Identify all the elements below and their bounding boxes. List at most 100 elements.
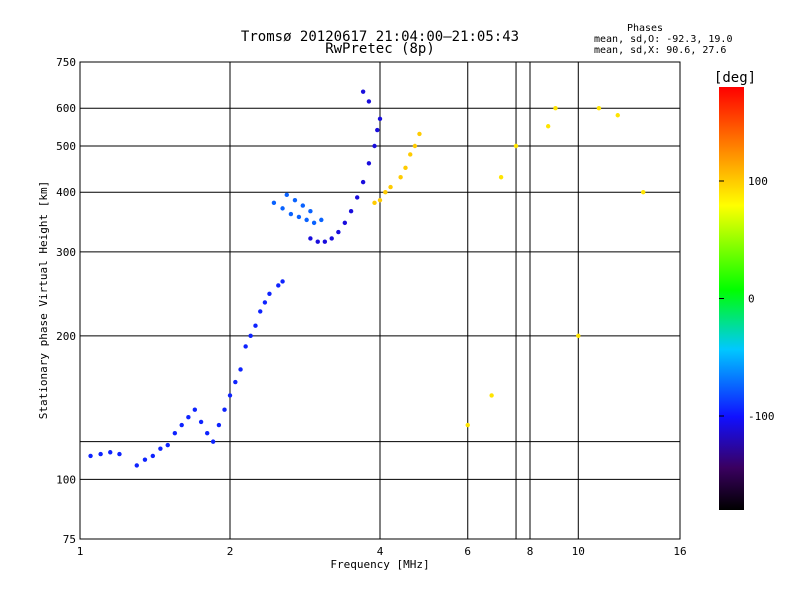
chart-subtitle: RwPretec (8p) bbox=[325, 41, 435, 57]
echo-point bbox=[233, 379, 238, 385]
echo-point bbox=[150, 453, 156, 459]
echo-point bbox=[412, 143, 418, 149]
echo-point bbox=[342, 220, 348, 226]
echo-point bbox=[354, 195, 360, 200]
x-axis-label: Frequency [MHz] bbox=[330, 558, 429, 571]
echo-point bbox=[98, 451, 103, 457]
echo-point bbox=[243, 344, 248, 349]
y-axis-ticks: 75 100 200 300 400 500 600 750 bbox=[56, 56, 76, 546]
echo-point bbox=[417, 131, 422, 137]
echo-point bbox=[304, 217, 309, 223]
echo-point bbox=[300, 203, 306, 208]
colorbar-tick-label: 100 bbox=[748, 175, 768, 188]
echo-point bbox=[408, 152, 413, 157]
echo-point bbox=[398, 175, 403, 180]
colorbar-ticks: 100 0 -100 bbox=[719, 175, 775, 423]
echo-point bbox=[315, 239, 320, 244]
echo-point bbox=[158, 446, 163, 451]
echo-point bbox=[329, 236, 334, 241]
y-tick-label: 400 bbox=[56, 186, 76, 199]
echo-point bbox=[383, 190, 388, 195]
echo-point bbox=[296, 214, 302, 220]
echo-point bbox=[388, 184, 393, 190]
echo-point bbox=[360, 179, 366, 185]
echo-point bbox=[545, 124, 551, 129]
echo-point bbox=[280, 206, 285, 211]
echo-point bbox=[348, 208, 354, 214]
x-tick-label: 10 bbox=[572, 545, 585, 558]
echo-point bbox=[179, 422, 184, 428]
echo-point bbox=[134, 463, 139, 468]
echo-point bbox=[372, 143, 377, 149]
echo-point bbox=[142, 457, 148, 462]
x-axis-ticks: 1 2 4 6 8 10 16 bbox=[77, 545, 687, 558]
stats-heading: Phases bbox=[627, 23, 663, 34]
y-tick-label: 100 bbox=[56, 473, 76, 486]
y-tick-label: 750 bbox=[56, 56, 76, 69]
echo-point bbox=[375, 127, 380, 133]
echo-point bbox=[322, 239, 328, 244]
chart-title: Tromsø 20120617 21:04:00–21:05:43 bbox=[241, 29, 519, 45]
echo-point bbox=[117, 451, 122, 457]
echo-point bbox=[308, 208, 313, 214]
x-tick-label: 6 bbox=[464, 545, 471, 558]
echo-point bbox=[253, 323, 258, 328]
echo-point bbox=[615, 113, 620, 118]
x-tick-label: 4 bbox=[377, 545, 384, 558]
echo-point bbox=[192, 407, 198, 412]
y-axis-label: Stationary phase Virtual Height [km] bbox=[37, 181, 50, 419]
echo-point bbox=[238, 367, 243, 372]
echo-point bbox=[336, 229, 341, 235]
y-tick-label: 600 bbox=[56, 102, 76, 115]
echo-point bbox=[377, 197, 383, 203]
echo-point bbox=[403, 165, 408, 171]
echo-point bbox=[288, 211, 294, 217]
echo-point bbox=[576, 333, 581, 339]
echo-point bbox=[88, 453, 93, 459]
colorbar-tick-label: 0 bbox=[748, 293, 755, 306]
echo-point bbox=[280, 279, 285, 284]
echo-point bbox=[276, 283, 281, 288]
x-tick-label: 8 bbox=[527, 545, 534, 558]
echo-point bbox=[319, 217, 324, 223]
echo-point bbox=[553, 106, 558, 111]
echo-point bbox=[210, 439, 216, 444]
colorbar-tick-label: -100 bbox=[748, 410, 775, 423]
echo-point bbox=[292, 197, 298, 203]
echo-point bbox=[204, 430, 210, 436]
x-tick-label: 2 bbox=[227, 545, 234, 558]
y-tick-label: 500 bbox=[56, 140, 76, 153]
echo-point bbox=[498, 175, 504, 180]
echo-point bbox=[308, 236, 313, 241]
echo-point bbox=[372, 200, 377, 206]
echo-point bbox=[216, 422, 222, 428]
echo-point bbox=[222, 407, 227, 412]
echo-point bbox=[489, 393, 494, 398]
echo-point bbox=[258, 309, 263, 314]
colorbar-label: [deg] bbox=[714, 70, 756, 86]
echo-point bbox=[311, 220, 317, 226]
echo-point bbox=[366, 99, 372, 104]
echo-point bbox=[198, 419, 204, 425]
echo-point bbox=[377, 116, 383, 122]
grid-lines bbox=[80, 62, 680, 539]
echo-point bbox=[596, 106, 602, 111]
echo-point bbox=[108, 450, 113, 455]
echo-point bbox=[248, 333, 253, 339]
echo-point bbox=[172, 430, 178, 436]
stats-x-mode: mean, sd,X: 90.6, 27.6 bbox=[594, 45, 726, 56]
echo-point bbox=[360, 89, 366, 94]
y-tick-label: 300 bbox=[56, 246, 76, 259]
echo-point bbox=[262, 300, 268, 305]
echo-point bbox=[186, 415, 191, 420]
stats-o-mode: mean, sd,O: -92.3, 19.0 bbox=[594, 34, 732, 45]
data-points bbox=[88, 89, 646, 468]
echo-point bbox=[513, 143, 519, 149]
x-tick-label: 1 bbox=[77, 545, 84, 558]
echo-point bbox=[271, 200, 277, 206]
plot-frame bbox=[79, 61, 681, 540]
echo-point bbox=[366, 161, 372, 166]
echo-point bbox=[165, 442, 170, 448]
echo-point bbox=[284, 192, 289, 198]
